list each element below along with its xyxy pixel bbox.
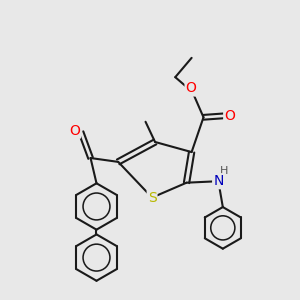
Text: O: O bbox=[224, 109, 235, 123]
Text: H: H bbox=[220, 166, 228, 176]
Text: O: O bbox=[69, 124, 80, 138]
Text: O: O bbox=[186, 82, 196, 95]
Text: N: N bbox=[213, 174, 224, 188]
Text: S: S bbox=[148, 190, 157, 205]
